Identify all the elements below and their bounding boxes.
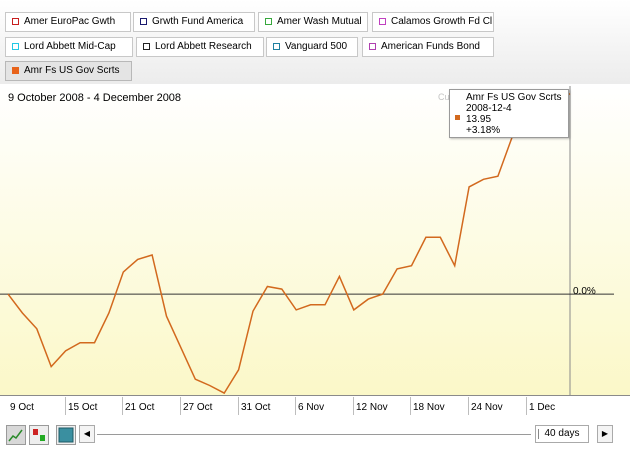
fund-label: Amer Wash Mutual bbox=[277, 16, 362, 27]
x-tick-separator bbox=[122, 397, 123, 415]
line-chart-icon bbox=[8, 429, 23, 442]
fund-toggle-amr-fs-us-gov[interactable]: Amr Fs US Gov Scrts bbox=[5, 61, 132, 81]
tooltip-fund-name: Amr Fs US Gov Scrts bbox=[466, 92, 562, 103]
area-chart-icon bbox=[58, 427, 74, 443]
fund-toggle-lord-abbett-midcap[interactable]: Lord Abbett Mid-Cap bbox=[5, 37, 133, 57]
series-layer bbox=[7, 92, 571, 395]
x-tick-separator bbox=[295, 397, 296, 415]
x-tick-separator bbox=[180, 397, 181, 415]
fund-color-swatch bbox=[140, 18, 147, 25]
x-tick-label: 31 Oct bbox=[241, 402, 271, 413]
fund-color-swatch bbox=[379, 18, 386, 25]
x-tick-separator bbox=[410, 397, 411, 415]
x-tick-label: 9 Oct bbox=[10, 402, 34, 413]
tooltip-value: 13.95 bbox=[466, 114, 492, 125]
fund-toggle-american-funds-bond[interactable]: American Funds Bond bbox=[362, 37, 494, 57]
x-tick-label: 27 Oct bbox=[183, 402, 213, 413]
fund-color-swatch bbox=[265, 18, 272, 25]
x-tick-separator bbox=[353, 397, 354, 415]
obscured-label: Cu bbox=[438, 92, 450, 102]
zero-percent-label: 0.0% bbox=[573, 286, 596, 297]
fund-toggle-amer-wash-mutual[interactable]: Amer Wash Mutual bbox=[258, 12, 368, 32]
scroll-left-button[interactable]: ◀ bbox=[79, 425, 95, 443]
fund-color-swatch bbox=[12, 18, 19, 25]
fund-label: Amr Fs US Gov Scrts bbox=[24, 65, 120, 76]
fund-legend: Amer EuroPac Gwth Grwth Fund America Ame… bbox=[0, 0, 630, 84]
chart-toolbar bbox=[0, 420, 630, 453]
fund-color-swatch bbox=[273, 43, 280, 50]
x-tick-separator bbox=[468, 397, 469, 415]
fund-color-swatch bbox=[143, 43, 150, 50]
x-tick-separator bbox=[65, 397, 66, 415]
x-tick-label: 12 Nov bbox=[356, 402, 388, 413]
fund-color-swatch bbox=[12, 43, 19, 50]
fund-color-swatch bbox=[369, 43, 376, 50]
x-tick-label: 21 Oct bbox=[125, 402, 155, 413]
timeline-scrollbar[interactable] bbox=[97, 434, 531, 435]
tooltip-date: 2008-12-4 bbox=[466, 103, 512, 114]
x-tick-separator bbox=[238, 397, 239, 415]
fund-label: American Funds Bond bbox=[381, 41, 480, 52]
fund-label: Amer EuroPac Gwth bbox=[24, 16, 116, 27]
fund-label: Grwth Fund America bbox=[152, 16, 244, 27]
date-range-label: 9 October 2008 - 4 December 2008 bbox=[8, 92, 182, 104]
fund-label: Lord Abbett Research bbox=[155, 41, 252, 52]
candlestick-chart-button[interactable] bbox=[29, 425, 49, 445]
x-tick-label: 15 Oct bbox=[68, 402, 98, 413]
scroll-right-button[interactable]: ▶ bbox=[597, 425, 613, 443]
series-marker-icon bbox=[455, 115, 460, 120]
fund-color-swatch bbox=[12, 67, 19, 74]
x-tick-label: 1 Dec bbox=[529, 402, 556, 413]
fund-toggle-amer-europac[interactable]: Amer EuroPac Gwth bbox=[5, 12, 131, 32]
x-tick-separator bbox=[526, 397, 527, 415]
x-tick-label: 6 Nov bbox=[298, 402, 325, 413]
fund-label: Lord Abbett Mid-Cap bbox=[24, 41, 116, 52]
line-chart-button[interactable] bbox=[6, 425, 26, 445]
area-chart-button[interactable] bbox=[56, 425, 76, 445]
candlestick-icon bbox=[33, 429, 45, 441]
period-selector[interactable]: 40 days bbox=[535, 425, 589, 443]
fund-label: Calamos Growth Fd Cl bbox=[391, 16, 493, 27]
tooltip-change: +3.18% bbox=[466, 125, 501, 136]
fund-label: Vanguard 500 bbox=[285, 41, 348, 52]
fund-toggle-calamos-growth[interactable]: Calamos Growth Fd Cl bbox=[372, 12, 494, 32]
fund-toggle-growth-fund-america[interactable]: Grwth Fund America bbox=[133, 12, 255, 32]
series-line bbox=[7, 92, 571, 395]
fund-toggle-vanguard-500[interactable]: Vanguard 500 bbox=[266, 37, 358, 57]
data-tooltip: Amr Fs US Gov Scrts 2008-12-4 13.95 +3.1… bbox=[449, 89, 569, 138]
x-tick-label: 18 Nov bbox=[413, 402, 445, 413]
x-tick-label: 24 Nov bbox=[471, 402, 503, 413]
fund-toggle-lord-abbett-research[interactable]: Lord Abbett Research bbox=[136, 37, 264, 57]
